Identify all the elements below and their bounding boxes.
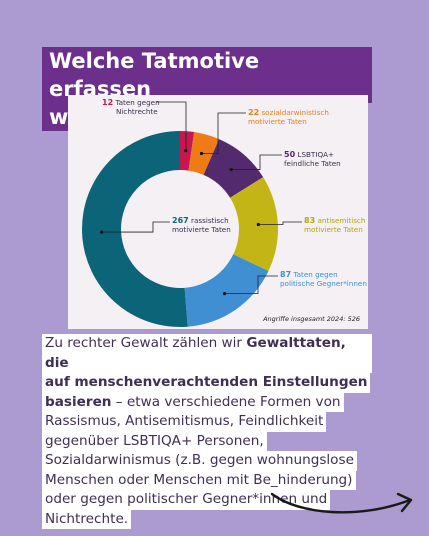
leader-dot-rassistisch xyxy=(99,230,104,234)
donut-chart-card: 12 Taten gegen Nichtrechte 22 sozialdarw… xyxy=(68,95,368,329)
slice-lsbtiqa xyxy=(203,139,264,198)
donut-chart xyxy=(81,101,302,327)
label-lsbtiqa: 50 LSBTIQA+ feindliche Taten xyxy=(284,150,341,168)
body-line-5: gegenüber LSBTIQA+ Personen, xyxy=(42,431,267,451)
label-antisemitisch: 83 antisemitisch motivierte Taten xyxy=(304,216,366,234)
body-paragraph: Zu rechter Gewalt zählen wir Gewalttaten… xyxy=(42,334,372,529)
body-line-1: Zu rechter Gewalt zählen wir Gewalttaten… xyxy=(42,334,372,373)
body-line-2: auf menschenverachtenden Einstellungen xyxy=(42,373,371,393)
label-sozialdarwinistisch: 22 sozialdarwinistisch motivierte Taten xyxy=(248,108,329,126)
value-nichtrechte: 12 xyxy=(102,98,114,107)
leader-dot-sozialdarwinistisch xyxy=(199,151,204,156)
leader-line-politische-gegner xyxy=(224,275,278,295)
leader-line-lsbtiqa xyxy=(231,154,282,170)
label-nichtrechte: 12 Taten gegen Nichtrechte xyxy=(102,98,160,116)
leader-dot-nichtrechte xyxy=(184,149,188,153)
body-line-7: Menschen oder Menschen mit Be_hinderung) xyxy=(42,470,356,490)
body-line-8: oder gegen politischer Gegner*innen und xyxy=(42,490,331,510)
label-rassistisch: 267 rassistisch motivierte Taten xyxy=(172,216,231,234)
leader-line-rassistisch xyxy=(101,221,170,233)
arrow-right-icon xyxy=(270,492,413,514)
value-sozialdarwinistisch: 22 xyxy=(248,108,260,117)
total-footnote: Angriffe insgesamt 2024: 526 xyxy=(263,315,360,323)
leader-line-sozialdarwinistisch xyxy=(201,112,246,154)
value-rassistisch: 267 xyxy=(172,216,189,225)
leader-dot-politische-gegner xyxy=(222,292,227,296)
value-antisemitisch: 83 xyxy=(304,216,316,225)
slice-antisemitisch xyxy=(230,177,278,272)
body-line-9: Nichtrechte. xyxy=(42,509,132,529)
slice-politische-gegner xyxy=(184,254,269,327)
leader-dot-antisemitisch xyxy=(256,222,260,227)
slice-rassistisch xyxy=(81,131,188,327)
leader-line-antisemitisch xyxy=(258,221,302,225)
value-lsbtiqa: 50 xyxy=(284,150,296,159)
body-line-3: basieren – etwa verschiedene Formen von xyxy=(42,392,344,412)
body-line-6: Sozialdarwinismus (z.B. gegen wohnungslo… xyxy=(42,451,357,471)
value-politische-gegner: 87 xyxy=(280,270,292,279)
body-line-4: Rassismus, Antisemitismus, Feindlichkeit xyxy=(42,412,327,432)
title-line-1: Welche Tatmotive erfassen xyxy=(42,47,372,103)
label-politische-gegner: 87 Taten gegen politische Gegner*innen xyxy=(280,270,367,288)
leader-dot-lsbtiqa xyxy=(229,167,233,172)
